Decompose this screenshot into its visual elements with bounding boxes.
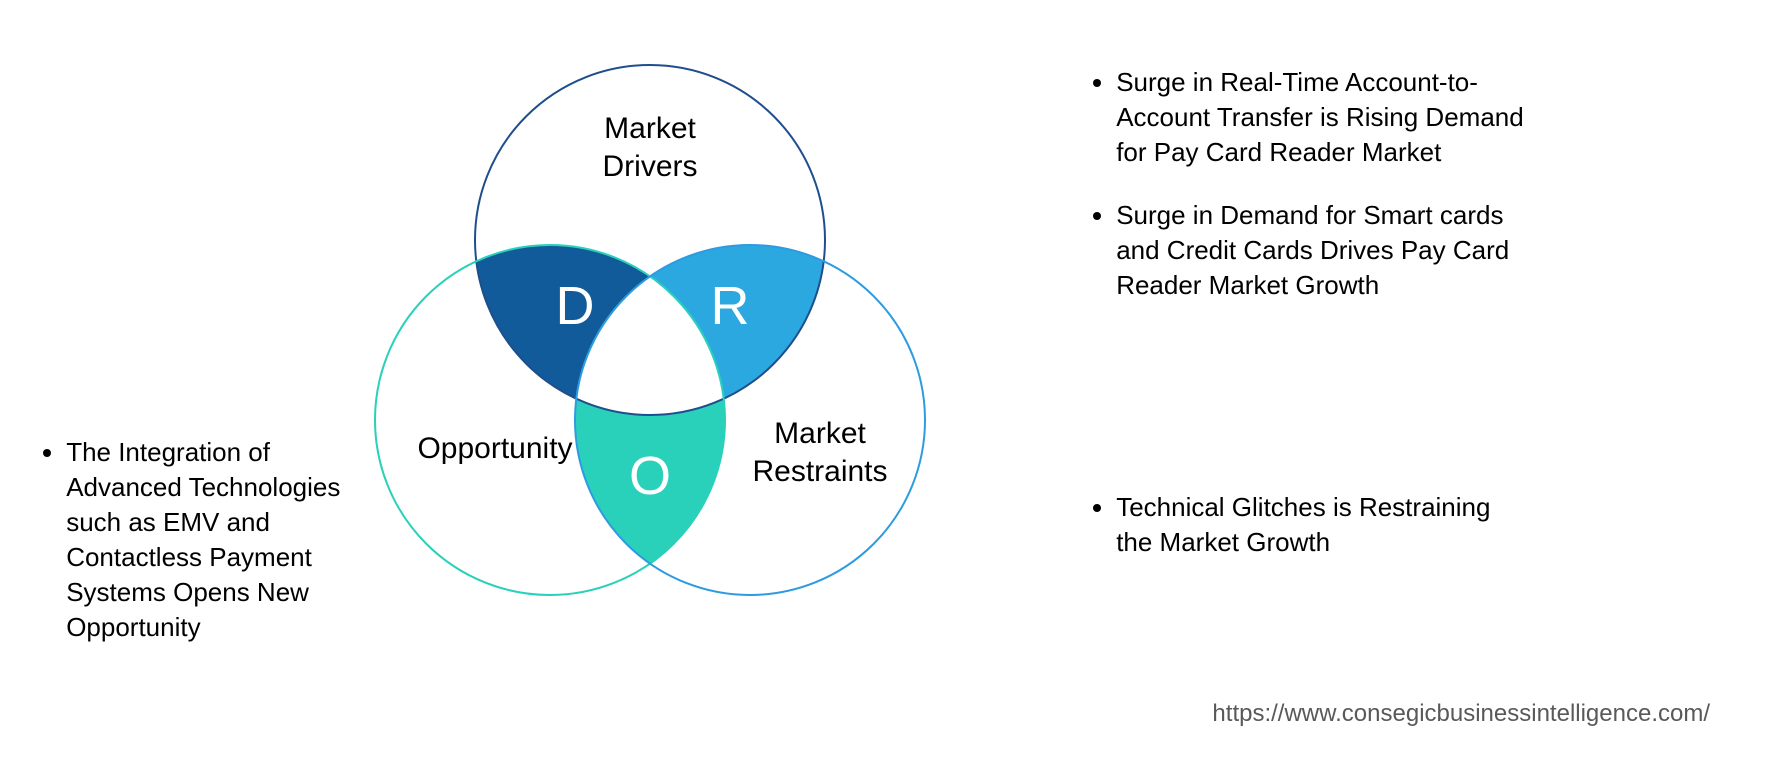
venn-label-restraints: Market Restraints: [720, 415, 920, 490]
bullets-opportunity: The Integration of Advanced Technologies…: [35, 435, 380, 674]
bullets-restraints: Technical Glitches is Restraining the Ma…: [1085, 490, 1515, 588]
list-item: Technical Glitches is Restraining the Ma…: [1116, 490, 1515, 560]
footer-source: https://www.consegicbusinessintelligence…: [1212, 700, 1710, 728]
venn-letter-D: D: [545, 275, 605, 337]
list-item: The Integration of Advanced Technologies…: [66, 435, 380, 646]
venn-label-opportunity-text: Opportunity: [417, 432, 572, 465]
venn-label-opportunity: Opportunity: [385, 430, 605, 468]
bullets-drivers: Surge in Real-Time Account-to-Account Tr…: [1085, 65, 1535, 332]
list-item: Surge in Demand for Smart cards and Cred…: [1116, 198, 1535, 303]
venn-label-restraints-line1: Market: [774, 417, 866, 450]
venn-label-drivers: Market Drivers: [560, 110, 740, 185]
diagram-container: Market Drivers Opportunity Market Restra…: [0, 0, 1780, 768]
venn-label-drivers-line1: Market: [604, 112, 696, 145]
list-item: Surge in Real-Time Account-to-Account Tr…: [1116, 65, 1535, 170]
venn-label-restraints-line2: Restraints: [752, 455, 887, 488]
venn-label-drivers-line2: Drivers: [603, 150, 698, 183]
venn-letter-O: O: [620, 445, 680, 507]
venn-letter-R: R: [700, 275, 760, 337]
